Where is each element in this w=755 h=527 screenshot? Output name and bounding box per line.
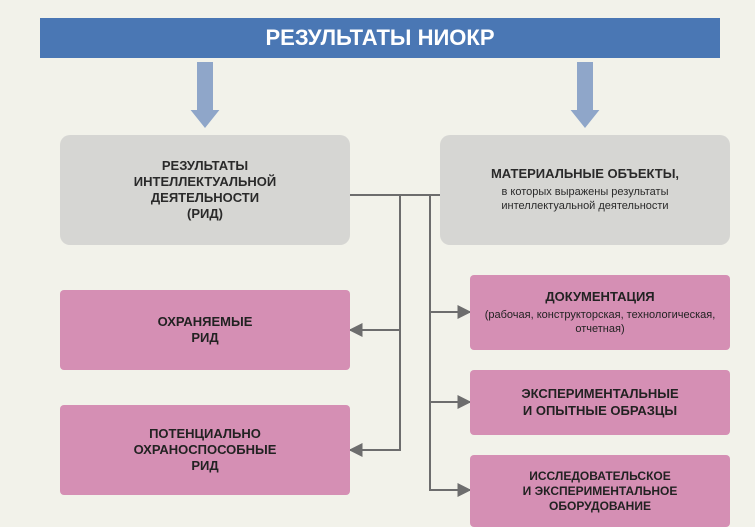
edge (350, 195, 400, 330)
node-rid: РЕЗУЛЬТАТЫИНТЕЛЛЕКТУАЛЬНОЙДЕЯТЕЛЬНОСТИ(Р… (60, 135, 350, 245)
node-material-title: МАТЕРИАЛЬНЫЕ ОБЪЕКТЫ, (491, 166, 679, 182)
node-protected-text: ОХРАНЯЕМЫЕРИД (158, 314, 253, 347)
node-potential: ПОТЕНЦИАЛЬНООХРАНОСПОСОБНЫЕРИД (60, 405, 350, 495)
node-header: РЕЗУЛЬТАТЫ НИОКР (40, 18, 720, 58)
node-samples-text: ЭКСПЕРИМЕНТАЛЬНЫЕИ ОПЫТНЫЕ ОБРАЗЦЫ (521, 386, 678, 419)
node-docs-title: ДОКУМЕНТАЦИЯ (545, 289, 654, 305)
node-protected: ОХРАНЯЕМЫЕРИД (60, 290, 350, 370)
edge (430, 312, 470, 402)
node-equipment: ИССЛЕДОВАТЕЛЬСКОЕИ ЭКСПЕРИМЕНТАЛЬНОЕОБОР… (470, 455, 730, 527)
down-arrow-icon (191, 62, 220, 128)
edge (430, 402, 470, 490)
node-equipment-text: ИССЛЕДОВАТЕЛЬСКОЕИ ЭКСПЕРИМЕНТАЛЬНОЕОБОР… (523, 469, 678, 514)
node-material: МАТЕРИАЛЬНЫЕ ОБЪЕКТЫ, в которых выражены … (440, 135, 730, 245)
node-material-subtitle: в которых выражены результаты интеллекту… (454, 186, 716, 214)
node-samples: ЭКСПЕРИМЕНТАЛЬНЫЕИ ОПЫТНЫЕ ОБРАЗЦЫ (470, 370, 730, 435)
edge (350, 330, 400, 450)
node-docs: ДОКУМЕНТАЦИЯ (рабочая, конструкторская, т… (470, 275, 730, 350)
node-header-title: РЕЗУЛЬТАТЫ НИОКР (265, 24, 494, 52)
node-potential-text: ПОТЕНЦИАЛЬНООХРАНОСПОСОБНЫЕРИД (134, 426, 277, 475)
node-rid-text: РЕЗУЛЬТАТЫИНТЕЛЛЕКТУАЛЬНОЙДЕЯТЕЛЬНОСТИ(Р… (134, 158, 276, 223)
node-docs-subtitle: (рабочая, конструкторская, технологическ… (484, 309, 716, 337)
down-arrow-icon (571, 62, 600, 128)
